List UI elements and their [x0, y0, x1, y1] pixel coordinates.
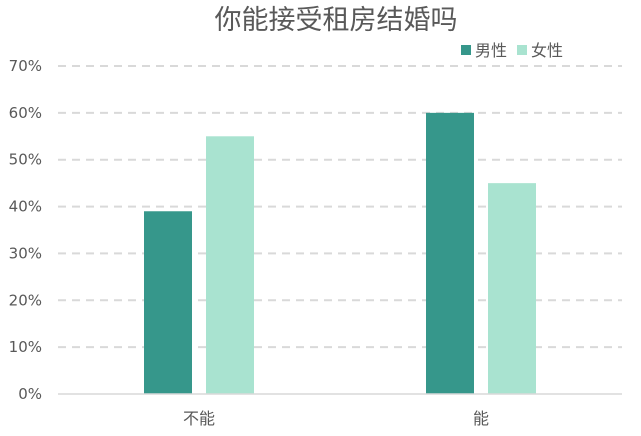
- bar-female-0: [206, 136, 254, 395]
- y-tick-label: 30%: [9, 244, 42, 262]
- y-tick-label: 70%: [9, 57, 42, 75]
- y-tick-label: 0%: [18, 385, 42, 403]
- x-category-label: 能: [473, 409, 489, 428]
- y-tick-label: 20%: [9, 291, 42, 309]
- legend-label: 女性: [531, 41, 563, 60]
- chart-title: 你能接受租房结婚吗: [215, 5, 458, 36]
- legend-label: 男性: [475, 41, 507, 60]
- y-tick-label: 50%: [9, 151, 42, 169]
- y-tick-label: 10%: [9, 338, 42, 356]
- x-axis-categories: 不能 能: [183, 409, 489, 428]
- y-tick-label: 40%: [9, 198, 42, 216]
- x-category-label: 不能: [183, 409, 215, 428]
- bars: [144, 112, 536, 395]
- legend-swatch: [517, 45, 527, 55]
- bar-male-1: [426, 112, 474, 394]
- y-tick-label: 60%: [9, 104, 42, 122]
- bar-female-1: [488, 183, 536, 394]
- legend: 男性 女性: [461, 41, 563, 60]
- legend-swatch: [461, 45, 471, 55]
- y-axis-ticks: 0% 10% 20% 30% 40% 50% 60% 70%: [9, 57, 42, 403]
- grid-lines: [58, 65, 622, 349]
- bar-male-0: [144, 211, 192, 394]
